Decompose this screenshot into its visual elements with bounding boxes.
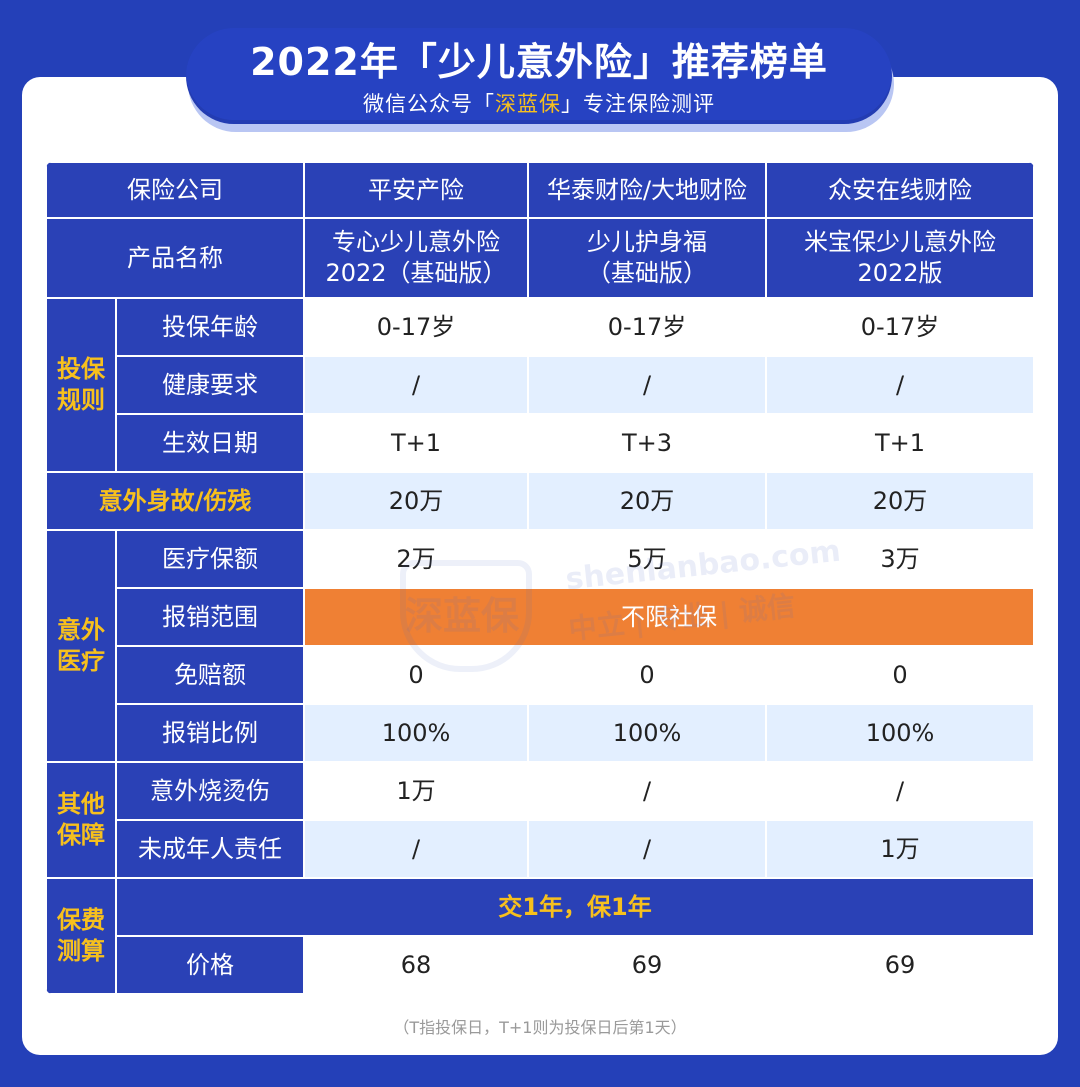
table-row: 投保规则 投保年龄 0-17岁 0-17岁 0-17岁 (45, 297, 1035, 473)
subtitle-prefix: 微信公众号「 (363, 92, 495, 116)
company-name: 华泰财险/大地财险 (527, 161, 767, 219)
table-cell: 5万 (527, 529, 767, 589)
table-cell: 20万 (303, 471, 529, 531)
table-cell: T+1 (765, 413, 1035, 473)
row-label: 报销范围 (115, 587, 305, 647)
table-row: 报销范围 不限社保 (46, 587, 1035, 647)
page-title: 2022年「少儿意外险」推荐榜单 (250, 40, 828, 84)
table-cell: T+3 (527, 413, 767, 473)
row-label: 生效日期 (115, 413, 305, 473)
table-cell: / (303, 355, 529, 415)
page-subtitle: 微信公众号「深蓝保」专注保险测评 (186, 90, 892, 118)
table-cell: 100% (765, 703, 1035, 763)
table-cell: / (765, 355, 1035, 415)
product-name: 专心少儿意外险 2022（基础版） (303, 217, 529, 299)
row-label: 健康要求 (115, 355, 305, 415)
table-cell: 0 (765, 645, 1035, 705)
product-name: 少儿护身福 （基础版） (527, 217, 767, 299)
table-row: 报销比例 100% 100% 100% (46, 703, 1035, 763)
row-label: 投保年龄 (115, 297, 305, 357)
company-name: 平安产险 (303, 161, 529, 219)
row-label: 意外烧烫伤 (115, 761, 305, 821)
table-row: 免赔额 0 0 0 (46, 645, 1035, 705)
table-row: 保险公司 平安产险 华泰财险/大地财险 众安在线财险 (45, 161, 1035, 219)
table-row: 健康要求 / / / (46, 355, 1035, 415)
table-row: 保费测算 交1年，保1年 (45, 877, 1035, 995)
table-row: 价格 68 69 69 (46, 935, 1035, 995)
table-cell: / (527, 355, 767, 415)
table-row: 意外身故/伤残 20万 20万 20万 (45, 471, 1035, 531)
price-cell: 69 (765, 935, 1035, 995)
comparison-table: 保险公司 平安产险 华泰财险/大地财险 众安在线财险 产品名称 专心少儿意外险 2… (45, 161, 1035, 995)
table-cell: 0 (527, 645, 767, 705)
table-cell: 0-17岁 (303, 297, 529, 357)
subtitle-suffix: 」专注保险测评 (561, 92, 715, 116)
row-label-death: 意外身故/伤残 (45, 471, 305, 531)
table-row: 意外医疗 医疗保额 2万 5万 3万 (45, 529, 1035, 763)
table-row: 其他保障 意外烧烫伤 1万 / / (45, 761, 1035, 879)
table-cell: 0-17岁 (527, 297, 767, 357)
product-header-label: 产品名称 (45, 217, 305, 299)
row-label: 报销比例 (115, 703, 305, 763)
brand-name: 深蓝保 (495, 92, 561, 116)
group-label-other: 其他保障 (45, 761, 117, 879)
footnote: （T指投保日，T+1则为投保日后第1天） (393, 1018, 687, 1037)
product-name: 米宝保少儿意外险 2022版 (765, 217, 1035, 299)
table-cell: / (527, 819, 767, 879)
title-banner: 2022年「少儿意外险」推荐榜单 微信公众号「深蓝保」专注保险测评 (186, 28, 892, 124)
company-name: 众安在线财险 (765, 161, 1035, 219)
table-cell: / (765, 761, 1035, 821)
company-header-label: 保险公司 (45, 161, 305, 219)
price-cell: 68 (303, 935, 529, 995)
table-cell: 1万 (303, 761, 529, 821)
table-cell: 1万 (765, 819, 1035, 879)
group-label-rules: 投保规则 (45, 297, 117, 473)
group-label-premium: 保费测算 (45, 877, 117, 995)
table-row: 生效日期 T+1 T+3 T+1 (46, 413, 1035, 473)
table-cell: T+1 (303, 413, 529, 473)
watermark-shield-icon (400, 560, 532, 672)
row-label: 医疗保额 (115, 529, 305, 589)
table-row: 未成年人责任 / / 1万 (46, 819, 1035, 879)
table-cell: 3万 (765, 529, 1035, 589)
table-cell: 0-17岁 (765, 297, 1035, 357)
premium-term: 交1年，保1年 (115, 877, 1035, 937)
table-cell: / (303, 819, 529, 879)
table-cell: 20万 (527, 471, 767, 531)
group-label-medical: 意外医疗 (45, 529, 117, 763)
row-label: 未成年人责任 (115, 819, 305, 879)
table-cell: / (527, 761, 767, 821)
row-label: 免赔额 (115, 645, 305, 705)
price-cell: 69 (527, 935, 767, 995)
table-cell: 100% (303, 703, 529, 763)
row-label: 价格 (115, 935, 305, 995)
table-cell: 20万 (765, 471, 1035, 531)
table-row: 产品名称 专心少儿意外险 2022（基础版） 少儿护身福 （基础版） 米宝保少儿意外… (45, 217, 1035, 299)
table-cell: 100% (527, 703, 767, 763)
